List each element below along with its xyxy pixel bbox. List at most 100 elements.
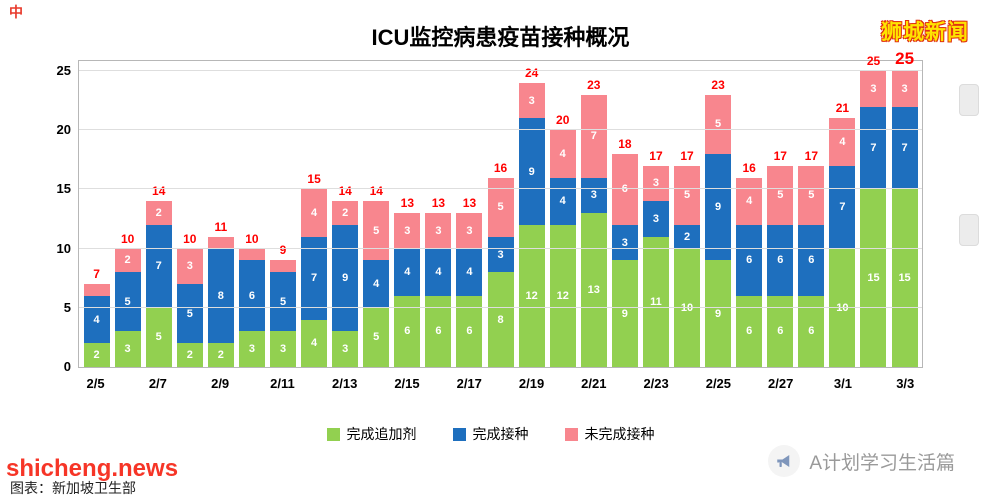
bar-segment: 3 — [456, 213, 483, 249]
bar-total-label: 24 — [524, 65, 539, 80]
side-button[interactable] — [959, 84, 979, 116]
channel-name: A计划学习生活篇 — [809, 452, 955, 474]
bar-segment: 9 — [611, 260, 638, 367]
bar-segment: 3 — [270, 331, 296, 367]
y-axis-tick: 25 — [56, 63, 71, 78]
x-axis: 2/5 2/7 2/9 2/11 2/13 2/15 2/17 2/19 2/21 2/23 2/2… — [80, 376, 921, 391]
bar-total-label: 11 — [214, 219, 228, 234]
bar-segment: 15 — [860, 189, 887, 367]
bar-segment: 3 — [487, 236, 514, 273]
x-axis-label — [859, 376, 890, 391]
bar-segment: 4 — [363, 260, 390, 308]
bar-segment: 5 — [487, 177, 514, 237]
bar-segment — [207, 236, 234, 249]
bar-total-label: 10 — [245, 231, 259, 246]
bar-segment: 5 — [270, 272, 296, 332]
bar-segment: 3 — [580, 177, 607, 214]
legend-item-booster: 完成追加剂 — [326, 424, 417, 444]
x-axis-label: 2/27 — [768, 376, 794, 391]
gridline — [79, 129, 922, 131]
bar-group: 10 3 5 2 — [174, 232, 205, 367]
x-axis-label: 2/17 — [456, 376, 482, 391]
bar-group: 16 5 3 8 — [485, 161, 516, 367]
bar-group: 23 5 9 9 — [703, 78, 734, 367]
bar-total-label: 7 — [93, 267, 100, 282]
x-axis-label — [173, 376, 204, 391]
bar-segment — [238, 248, 265, 261]
x-axis-label: 2/23 — [643, 376, 669, 391]
gridline — [79, 306, 922, 308]
legend-swatch-booster — [326, 427, 340, 441]
gridline — [79, 247, 922, 249]
bar-segment: 3 — [114, 331, 141, 367]
bar-segment: 7 — [145, 224, 172, 308]
bar-segment: 5 — [705, 94, 732, 154]
bar-segment: 5 — [767, 165, 794, 225]
bar-segment: 4 — [394, 248, 421, 296]
bar-total-label: 13 — [462, 196, 477, 211]
bar-total-label: 23 — [711, 77, 725, 92]
bar-total-label: 14 — [369, 184, 383, 199]
bar-segment: 12 — [518, 224, 545, 367]
bar-total-label: 25 — [866, 54, 881, 68]
bar-segment: 5 — [145, 307, 172, 367]
bar-segment: 2 — [176, 343, 203, 367]
bar-segment: 7 — [580, 94, 607, 178]
side-button[interactable] — [959, 214, 979, 246]
bar-segment: 6 — [798, 224, 825, 296]
bar-segment: 7 — [860, 106, 887, 190]
bar-segment: 2 — [145, 201, 172, 225]
legend: 完成追加剂 完成接种 未完成接种 — [0, 424, 981, 444]
top-left-watermark: 中 — [9, 4, 23, 20]
x-axis-label — [672, 376, 703, 391]
bar-segment: 13 — [580, 213, 607, 367]
bar-segment: 9 — [705, 260, 732, 367]
x-axis-label — [360, 376, 391, 391]
bar-group: 10 2 5 3 — [112, 232, 143, 367]
x-axis-label — [734, 376, 765, 391]
x-axis-label — [609, 376, 640, 391]
bar-total-label: 15 — [307, 172, 321, 187]
x-axis-label: 2/21 — [581, 376, 607, 391]
watermark-shicheng-news: shicheng.news — [6, 455, 179, 482]
bar-segment: 2 — [83, 343, 110, 367]
bar-segment: 4 — [301, 189, 328, 237]
x-axis-label: 3/3 — [896, 376, 915, 391]
chart-title: ICU监控病患疫苗接种概况 — [371, 25, 630, 50]
x-axis-label — [423, 376, 454, 391]
bar-segment: 2 — [207, 343, 234, 367]
bar-total-label: 13 — [431, 196, 446, 211]
bar-segment: 3 — [642, 165, 669, 202]
bar-segment: 5 — [114, 272, 141, 332]
bar-total-label: 25 — [895, 49, 915, 68]
bar-segment: 3 — [394, 213, 421, 249]
y-axis-tick: 15 — [56, 181, 71, 197]
bar-group: 14 5 4 5 — [361, 184, 392, 367]
bar-group: 13 3 4 6 — [454, 196, 485, 367]
x-axis-label — [298, 376, 329, 391]
bar-group: 23 7 3 13 — [578, 78, 609, 367]
bar-total-label: 14 — [338, 184, 352, 199]
bar-segment: 2 — [332, 201, 359, 225]
bar-segment: 8 — [207, 248, 234, 344]
bar-total-label: 16 — [742, 160, 756, 175]
bar-segment: 8 — [487, 272, 514, 367]
bar-total-label: 23 — [587, 77, 601, 92]
bar-segment: 3 — [891, 71, 918, 107]
bar-segment: 3 — [860, 71, 887, 107]
bar-segment: 7 — [829, 165, 856, 249]
bar-segment: 3 — [642, 201, 669, 237]
bar-group: 25 3 7 15 — [858, 54, 889, 367]
bar-total-label: 16 — [493, 160, 508, 175]
bar-total-label: 17 — [773, 148, 787, 163]
bar-segment: 5 — [176, 284, 203, 344]
bar-segment: 5 — [798, 165, 825, 225]
bar-segment: 6 — [238, 260, 265, 332]
bar-group: 16 4 6 6 — [734, 161, 765, 367]
x-axis-label: 2/19 — [518, 376, 545, 391]
bar-segment: 6 — [736, 224, 763, 296]
plot-area: 7 4 2 10 2 5 3 14 2 7 5 10 3 5 2 11 8 2 10 6 3 9 5 3 15 4 7 4 14 2 9 3 1… — [57, 50, 923, 374]
